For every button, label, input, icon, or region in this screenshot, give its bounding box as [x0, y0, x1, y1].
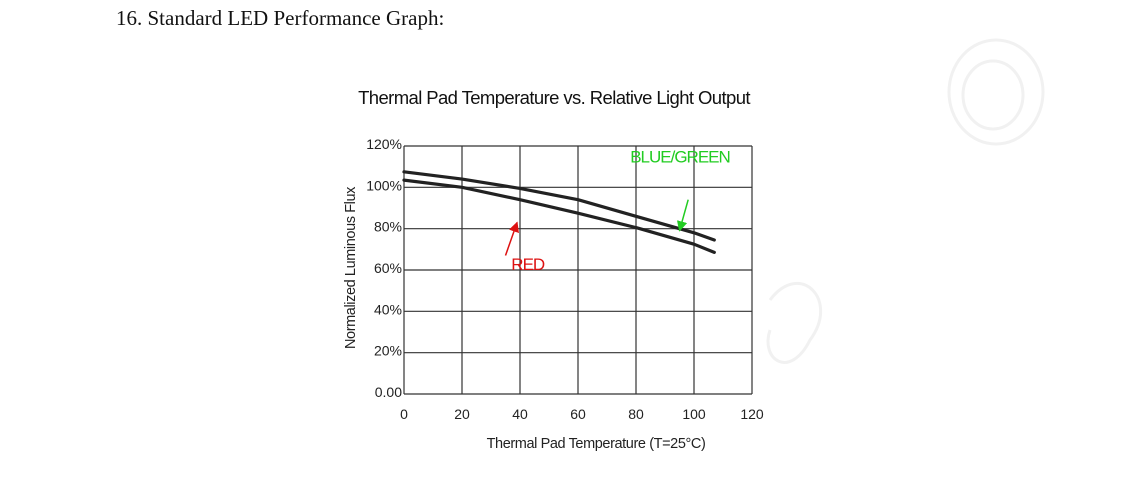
y-tick-label: 20% [374, 343, 402, 359]
x-tick-label: 60 [570, 406, 586, 422]
x-axis-label: Thermal Pad Temperature (T=25°C) [487, 436, 706, 452]
x-tick-label: 20 [454, 406, 470, 422]
y-tick-label: 60% [374, 260, 402, 276]
y-tick-label: 40% [374, 301, 402, 317]
annotation-arrow-red [504, 221, 519, 256]
watermark-logo [766, 38, 1045, 364]
y-tick-label: 0.00 [375, 384, 402, 400]
y-axis-label: Normalized Luminous Flux [343, 186, 359, 349]
y-tick-label: 100% [366, 177, 402, 193]
y-tick-label: 120% [366, 136, 402, 152]
x-tick-label: 0 [400, 406, 408, 422]
x-tick-label: 100 [682, 406, 706, 422]
plot-area: 0 20 40 60 80 100 120 0.00 20% 40% 60% 80% 100% 120% B… [366, 136, 764, 422]
series-line-red [402, 178, 716, 254]
x-tick-label: 80 [628, 406, 644, 422]
annotation-label-blue-green: BLUE/GREEN [630, 148, 730, 167]
x-tick-label: 40 [512, 406, 528, 422]
annotation-arrow-blue-green [676, 199, 689, 232]
y-tick-label: 80% [374, 219, 402, 235]
series-line-blue-green [402, 170, 716, 242]
x-tick-label: 120 [740, 406, 764, 422]
annotation-label-red: RED [511, 255, 545, 274]
section-heading: 16. Standard LED Performance Graph: [116, 6, 445, 30]
chart-title: Thermal Pad Temperature vs. Relative Lig… [358, 87, 750, 108]
